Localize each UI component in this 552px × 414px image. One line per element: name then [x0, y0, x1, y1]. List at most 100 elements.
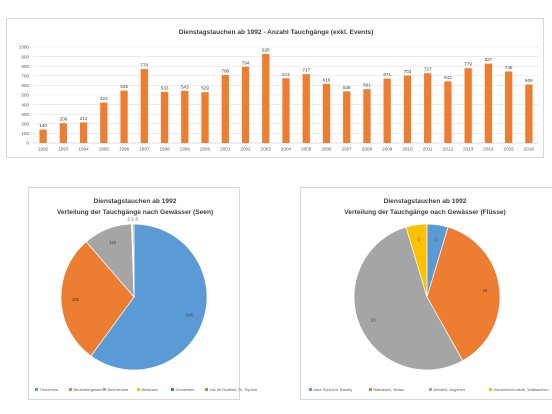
legend-item: Lac de Dudilliet, St. Triphon — [210, 387, 258, 392]
data-label: 529 — [201, 86, 209, 91]
data-label: 543 — [181, 84, 189, 89]
bar — [221, 75, 229, 143]
x-tick-label: 2015 — [504, 147, 515, 152]
slice-label: 3 — [135, 217, 138, 222]
y-tick-label: 700 — [21, 74, 29, 79]
slice-label: 1 — [131, 217, 134, 222]
y-tick-label: 800 — [21, 64, 29, 69]
data-label: 533 — [161, 85, 169, 90]
pie-slice — [405, 223, 428, 298]
y-tick-label: 400 — [21, 102, 29, 107]
x-tick-label: 2009 — [382, 147, 393, 152]
legend-swatch — [69, 388, 72, 391]
slice-label: 2 — [417, 237, 420, 242]
legend-item: Brienzersee — [108, 387, 129, 392]
bar — [59, 123, 68, 143]
bar — [241, 66, 250, 143]
y-tick-label: 0 — [26, 141, 29, 146]
bar — [444, 81, 452, 143]
data-label: 770 — [140, 63, 148, 68]
legend-swatch — [137, 388, 140, 391]
data-label: 538 — [343, 85, 351, 90]
bar — [79, 122, 88, 143]
bar — [302, 74, 310, 143]
x-tick-label: 2000 — [200, 147, 211, 152]
bar — [120, 90, 128, 143]
x-tick-label: 1992 — [38, 147, 49, 152]
chart-title: Dienstagstauchen ab 1992 - Anzahl Tauchg… — [179, 29, 374, 36]
data-label: 214 — [80, 116, 88, 121]
data-label: 561 — [363, 83, 371, 88]
legend-swatch — [103, 388, 106, 391]
bar — [160, 91, 169, 143]
x-tick-label: 1996 — [119, 147, 130, 152]
data-label: 422 — [100, 96, 108, 101]
slice-label: 16 — [483, 288, 488, 293]
bar — [363, 89, 371, 143]
data-label: 609 — [525, 78, 533, 83]
bar — [322, 83, 331, 143]
legend-item: Kiesfeld, Aegerten — [434, 387, 466, 392]
data-label: 545 — [120, 84, 128, 89]
x-tick-label: 2006 — [321, 147, 332, 152]
slice-label: 2 — [127, 217, 130, 222]
x-tick-label: 2005 — [301, 147, 312, 152]
y-tick-label: 1000 — [19, 45, 30, 50]
x-tick-label: 1994 — [78, 147, 89, 152]
rivers-pie-chart: Dienstagstauchen ab 1992 Verteilung der T… — [309, 198, 549, 392]
legend-swatch — [369, 388, 372, 391]
data-label: 745 — [505, 65, 513, 70]
pie-slice — [132, 223, 135, 298]
bar — [100, 102, 108, 143]
x-tick-label: 1999 — [180, 147, 191, 152]
bar — [181, 90, 189, 143]
legend-swatch — [35, 388, 38, 391]
legend-item: Aare Schlucht, Baudry — [314, 387, 353, 392]
data-label: 616 — [323, 77, 331, 82]
pie-slice — [426, 226, 501, 362]
pie-slice — [90, 223, 208, 371]
legend-swatch — [309, 388, 312, 391]
legend-item: Neuenburgersee — [74, 387, 103, 392]
x-tick-label: 2016 — [524, 147, 535, 152]
bar — [383, 78, 391, 143]
bar — [403, 75, 412, 143]
bar — [140, 69, 148, 143]
bar — [504, 71, 513, 143]
x-tick-label: 2014 — [483, 147, 494, 152]
legend-item: Bielersee — [142, 387, 158, 392]
x-tick-label: 2007 — [342, 147, 353, 152]
pie-slice — [60, 241, 135, 357]
data-label: 717 — [302, 68, 310, 73]
data-label: 703 — [404, 69, 412, 74]
x-tick-label: 1998 — [159, 147, 170, 152]
slice-label: 116 — [109, 240, 116, 245]
bar — [464, 68, 472, 143]
bar — [525, 84, 533, 143]
x-tick-label: 1993 — [58, 147, 69, 152]
x-tick-label: 2011 — [423, 147, 433, 152]
lakes-pie-panel: Dienstagstauchen ab 1992 Verteilung der T… — [28, 187, 257, 400]
x-tick-label: 2002 — [240, 147, 251, 152]
data-label: 206 — [60, 117, 68, 122]
data-label: 779 — [464, 62, 472, 67]
y-tick-label: 600 — [21, 83, 29, 88]
chart-title: Dienstagstauchen ab 1992 — [94, 198, 177, 205]
slice-label: 308 — [72, 297, 80, 302]
x-tick-label: 2012 — [443, 147, 454, 152]
legend-item: Gerzensee — [176, 387, 195, 392]
bar-chart-panel: Dienstagstauchen ab 1992 - Anzahl Tauchg… — [6, 18, 544, 158]
data-label: 674 — [282, 72, 290, 77]
bar — [39, 129, 47, 143]
data-label: 794 — [242, 60, 250, 65]
slice-label: 2 — [434, 237, 437, 242]
legend-item: Hammerschmiede, Wattlauchen — [494, 387, 549, 392]
data-label: 671 — [383, 72, 391, 77]
legend-swatch — [205, 388, 208, 391]
rivers-pie-panel: Dienstagstauchen ab 1992 Verteilung der T… — [300, 187, 552, 400]
y-tick-label: 300 — [21, 112, 29, 117]
x-tick-label: 1995 — [99, 147, 110, 152]
y-tick-label: 200 — [21, 122, 29, 127]
data-label: 827 — [485, 57, 493, 62]
x-tick-label: 2008 — [362, 147, 373, 152]
